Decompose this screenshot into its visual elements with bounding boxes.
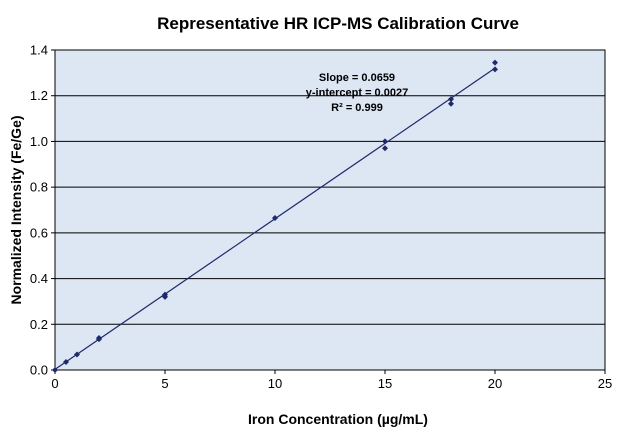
y-axis-label: Normalized Intensity (Fe/Ge) bbox=[8, 115, 24, 304]
x-tick-label: 25 bbox=[598, 376, 612, 391]
y-tick-label: 1.0 bbox=[30, 134, 48, 149]
data-point bbox=[162, 291, 168, 298]
y-tick-label: 0.6 bbox=[30, 225, 48, 240]
data-point bbox=[492, 66, 498, 73]
data-point bbox=[492, 59, 498, 66]
y-tick-label: 0.0 bbox=[30, 363, 48, 378]
plot-area bbox=[54, 49, 606, 371]
y-tick-label: 1.4 bbox=[30, 43, 48, 58]
gridlines bbox=[55, 95, 605, 325]
x-tick-label: 15 bbox=[378, 376, 392, 391]
data-point bbox=[382, 145, 388, 152]
axis-ticks: 0.0 0.2 0.4 0.6 0.8 1.0 1.2 1.4 0 5 10 15 20 25 bbox=[30, 43, 612, 392]
annotation-slope: Slope = 0.0659 bbox=[319, 72, 395, 84]
y-tick-label: 1.2 bbox=[30, 88, 48, 103]
chart-title: Representative HR ICP-MS Calibration Cur… bbox=[157, 14, 519, 33]
data-point bbox=[63, 359, 69, 365]
y-tick-label: 0.8 bbox=[30, 180, 48, 195]
data-points bbox=[52, 59, 498, 373]
annotation-r-squared: R² = 0.999 bbox=[331, 102, 383, 114]
data-point bbox=[448, 100, 454, 107]
data-point bbox=[52, 367, 58, 373]
regression-annotation: Slope = 0.0659 y-intercept = 0.0027 R² =… bbox=[306, 72, 408, 114]
y-tick-label: 0.4 bbox=[30, 271, 48, 286]
x-tick-label: 0 bbox=[51, 376, 58, 391]
data-point bbox=[448, 96, 454, 103]
x-tick-label: 10 bbox=[268, 376, 282, 391]
data-point bbox=[96, 335, 102, 341]
x-axis-label: Iron Concentration (µg/mL) bbox=[248, 411, 428, 427]
annotation-intercept: y-intercept = 0.0027 bbox=[306, 87, 408, 99]
x-tick-label: 5 bbox=[161, 376, 168, 391]
data-point bbox=[382, 138, 388, 145]
y-tick-label: 0.2 bbox=[30, 317, 48, 332]
data-point bbox=[74, 351, 80, 358]
x-tick-label: 20 bbox=[488, 376, 502, 391]
data-point bbox=[272, 215, 278, 221]
